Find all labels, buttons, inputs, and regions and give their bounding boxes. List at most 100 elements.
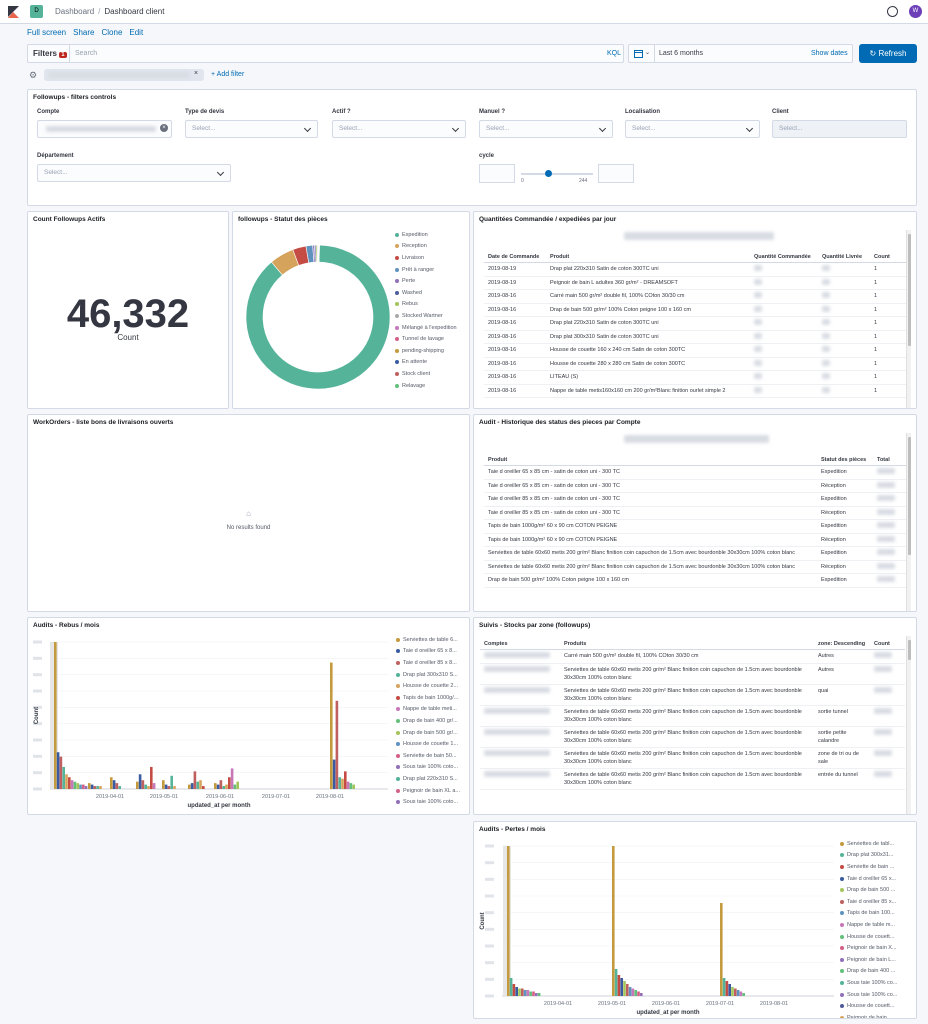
legend-item[interactable]: Relavage	[395, 380, 469, 392]
table-row[interactable]: Serviettes de table 60x60 metis 200 gr/m…	[480, 705, 905, 727]
table-row[interactable]: 2019-08-16 LITEAU (S) 1	[484, 370, 909, 385]
bar[interactable]	[88, 783, 91, 789]
bar[interactable]	[349, 783, 353, 789]
column-header[interactable]: Produit	[546, 252, 750, 263]
bar[interactable]	[190, 783, 194, 789]
legend-item[interactable]: Housse de couette 2...	[396, 680, 468, 692]
legend-item[interactable]: Serviette de bain 50...	[396, 750, 468, 762]
column-header[interactable]: Quantité Livrée	[818, 252, 870, 263]
legend-item[interactable]: Drap plat 220x310 S...	[396, 773, 468, 785]
bar[interactable]	[216, 784, 220, 789]
legend-item[interactable]: Mélangé à l'expedition	[395, 322, 469, 334]
legend-item[interactable]: Housse de couette 1...	[396, 738, 468, 750]
table-row[interactable]: 2019-08-16 Drap de bain 500 gr/m² 100% Co…	[484, 303, 909, 317]
bar[interactable]	[118, 786, 121, 789]
bar[interactable]	[521, 988, 524, 997]
legend-item[interactable]: Taie d oreiller 65 x 8...	[396, 646, 468, 658]
bar[interactable]	[90, 784, 94, 789]
bar[interactable]	[68, 777, 71, 789]
table-row[interactable]: Serviettes de table 60x60 metis 200 gr/m…	[480, 663, 905, 685]
pertes-bar-chart[interactable]: 2019-04-01 2019-05-01 2019-06-01 2019-07-01…	[474, 836, 840, 1019]
legend-item[interactable]: Sous taie 100% coto...	[396, 796, 468, 808]
bar[interactable]	[335, 700, 339, 789]
table-row[interactable]: 2019-08-19 Peignoir de bain L adultes 360…	[484, 276, 909, 290]
client-select[interactable]: Select...	[772, 120, 907, 138]
bar[interactable]	[728, 984, 731, 996]
column-header[interactable]: Quantité Commandée	[750, 252, 818, 263]
bar[interactable]	[626, 984, 629, 996]
bar[interactable]	[225, 784, 228, 789]
column-header[interactable]: Statut des pièces	[817, 455, 873, 466]
bar[interactable]	[507, 846, 510, 996]
table-row[interactable]: Serviettes de table 60x60 metis 200 gr/m…	[480, 684, 905, 706]
bar[interactable]	[628, 987, 632, 996]
bar[interactable]	[136, 781, 139, 789]
legend-item[interactable]: Drap de bain 400 gr/...	[396, 715, 468, 727]
bar[interactable]	[73, 781, 77, 789]
bar[interactable]	[170, 775, 173, 789]
donut-chart[interactable]	[243, 242, 393, 392]
table-row[interactable]: Serviettes de table 60x60 metis 200 gr/m…	[484, 546, 909, 561]
kql-toggle[interactable]: KQL	[607, 50, 622, 57]
legend-item[interactable]: Serviette de bain ...	[840, 861, 912, 873]
legend-item[interactable]: Stock client	[395, 368, 469, 380]
column-header[interactable]: Total	[873, 455, 909, 466]
bar[interactable]	[59, 756, 63, 789]
bar[interactable]	[115, 783, 119, 789]
legend-item[interactable]: En attente	[395, 357, 469, 369]
table-row[interactable]: 2019-08-16 Nappe de table metis160x160 cm…	[484, 384, 909, 398]
column-header[interactable]: Date de Commande	[484, 252, 546, 263]
legend-item[interactable]: Sous taie 100% co...	[840, 977, 912, 989]
bar[interactable]	[526, 990, 530, 996]
column-header[interactable]: Comptes	[480, 639, 560, 650]
bar[interactable]	[509, 978, 513, 996]
bar[interactable]	[162, 780, 165, 789]
bar[interactable]	[202, 786, 205, 789]
legend-item[interactable]: Washed	[395, 287, 469, 299]
column-header[interactable]: Count	[870, 639, 905, 650]
bar[interactable]	[230, 768, 234, 789]
clear-icon[interactable]: ×	[160, 124, 168, 132]
bar[interactable]	[233, 784, 237, 789]
show-dates-link[interactable]: Show dates	[811, 50, 848, 57]
bar[interactable]	[512, 984, 516, 996]
kibana-logo-icon[interactable]	[8, 6, 19, 18]
bar[interactable]	[731, 987, 734, 996]
legend-item[interactable]: Housse de couett...	[840, 1000, 912, 1012]
menu-full-screen[interactable]: Full screen	[27, 28, 67, 37]
table-row[interactable]: Taie d oreiller 85 x 85 cm - satin de co…	[484, 492, 909, 507]
bar[interactable]	[56, 752, 60, 789]
table-row[interactable]: Serviettes de table 60x60 metis 200 gr/m…	[484, 560, 909, 574]
table-row[interactable]: 2019-08-16 Housse de couette 160 x 240 cm…	[484, 343, 909, 358]
bar[interactable]	[236, 781, 239, 789]
table-row[interactable]: Serviettes de table 60x60 metis 200 gr/m…	[480, 726, 905, 748]
column-header[interactable]: Produit	[484, 455, 817, 466]
cycle-max-input[interactable]	[598, 164, 634, 183]
column-header[interactable]: Produits	[560, 639, 814, 650]
bar[interactable]	[214, 783, 217, 789]
legend-item[interactable]: Tapis de bain 100...	[840, 908, 912, 920]
scrollbar[interactable]	[906, 230, 911, 408]
bar[interactable]	[138, 774, 142, 789]
legend-item[interactable]: Taie d oreiller 65 x...	[840, 873, 912, 885]
bar[interactable]	[173, 786, 176, 789]
legend-item[interactable]: Housse de couett...	[840, 931, 912, 943]
bar[interactable]	[537, 993, 541, 996]
rebus-bar-chart[interactable]: 2019-04-01 2019-05-01 2019-06-01 2019-07-01…	[28, 632, 398, 815]
legend-item[interactable]: Serviettes de table 6...	[396, 634, 468, 646]
cycle-slider[interactable]	[521, 173, 593, 175]
bar[interactable]	[228, 777, 231, 789]
bar[interactable]	[141, 780, 145, 789]
bar[interactable]	[84, 786, 88, 789]
column-header[interactable]: zone: Descending	[814, 639, 870, 650]
bar[interactable]	[346, 781, 350, 789]
filters-button[interactable]: Filters 1	[33, 49, 67, 58]
legend-item[interactable]: Livraison	[395, 252, 469, 264]
bar[interactable]	[631, 988, 635, 997]
table-row[interactable]: Tapis de bain 1000g/m² 60 x 90 cm COTON …	[484, 519, 909, 534]
legend-item[interactable]: Nappe de table meti...	[396, 704, 468, 716]
table-row[interactable]: Taie d oreiller 65 x 85 cm - satin de co…	[484, 465, 909, 480]
table-row[interactable]: Drap de bain 500 gr/m² 100% Coton peigne…	[484, 573, 909, 588]
legend-item[interactable]: Serviettes de tabl...	[840, 838, 912, 850]
bar[interactable]	[734, 988, 737, 997]
